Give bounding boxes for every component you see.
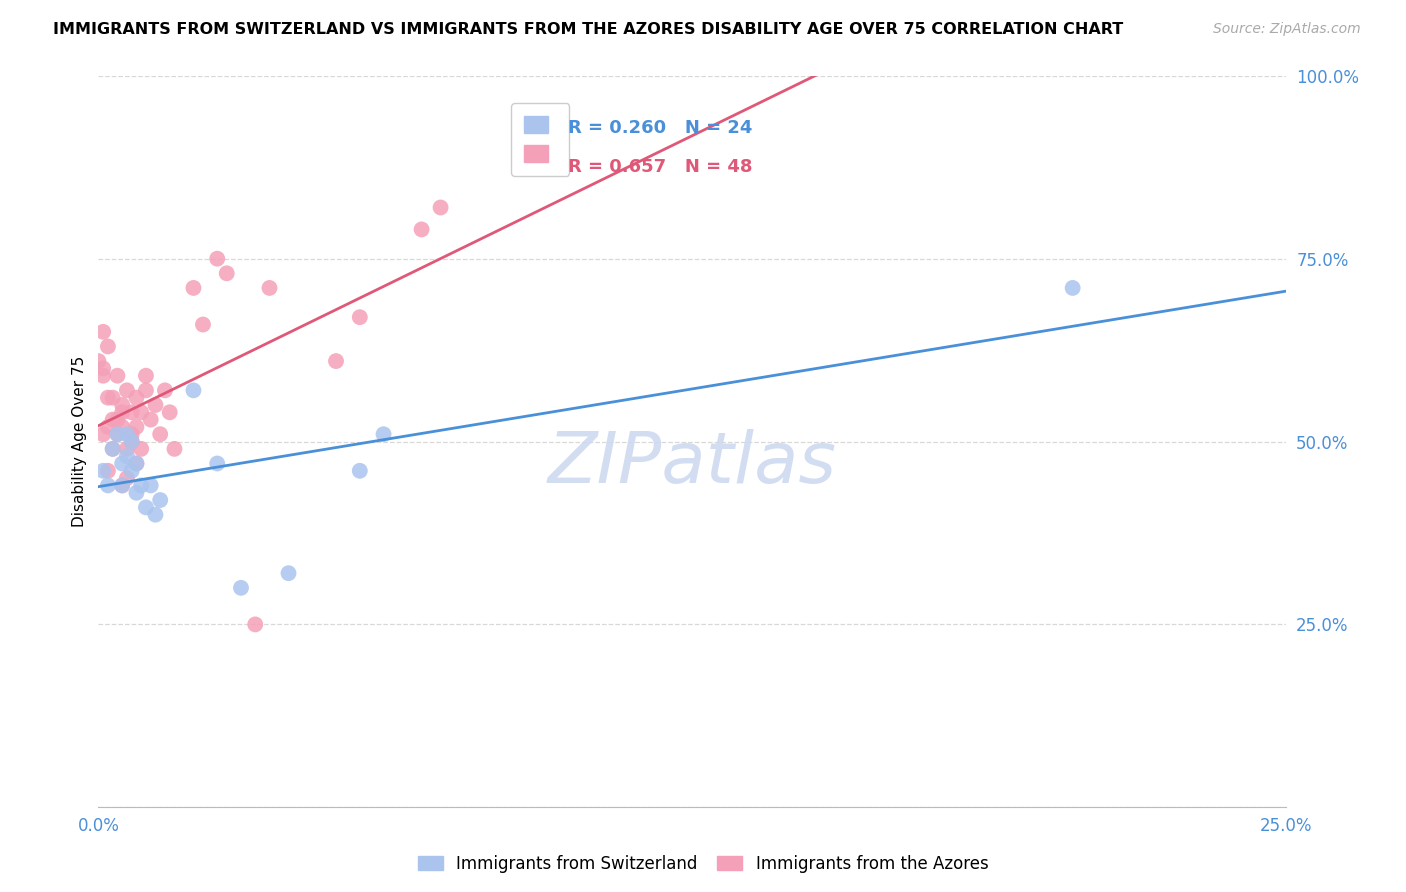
Point bbox=[125, 420, 148, 434]
Point bbox=[121, 464, 143, 478]
Point bbox=[183, 384, 205, 398]
Point bbox=[101, 412, 124, 426]
Point bbox=[111, 398, 134, 412]
Point bbox=[115, 449, 138, 463]
Point bbox=[135, 500, 157, 515]
Point bbox=[101, 442, 124, 456]
Point bbox=[215, 266, 238, 280]
Point bbox=[163, 442, 186, 456]
Point bbox=[125, 457, 148, 471]
Point bbox=[111, 457, 134, 471]
Point bbox=[229, 581, 252, 595]
Point bbox=[135, 368, 157, 383]
Point bbox=[111, 405, 134, 419]
Point bbox=[129, 442, 152, 456]
Point bbox=[97, 420, 120, 434]
Text: IMMIGRANTS FROM SWITZERLAND VS IMMIGRANTS FROM THE AZORES DISABILITY AGE OVER 75: IMMIGRANTS FROM SWITZERLAND VS IMMIGRANT… bbox=[53, 22, 1123, 37]
Point bbox=[429, 201, 451, 215]
Point bbox=[139, 412, 162, 426]
Point bbox=[97, 478, 120, 492]
Point bbox=[107, 368, 129, 383]
Point bbox=[97, 339, 120, 353]
Point bbox=[139, 478, 162, 492]
Point bbox=[149, 427, 172, 442]
Point bbox=[1062, 281, 1084, 295]
Point bbox=[91, 361, 114, 376]
Point bbox=[125, 485, 148, 500]
Point bbox=[159, 405, 181, 419]
Point bbox=[373, 427, 395, 442]
Point bbox=[97, 464, 120, 478]
Point bbox=[149, 493, 172, 508]
Point bbox=[87, 354, 110, 368]
Point bbox=[207, 252, 229, 266]
Point bbox=[191, 318, 214, 332]
Point bbox=[115, 384, 138, 398]
Point bbox=[135, 384, 157, 398]
Point bbox=[145, 508, 167, 522]
Point bbox=[245, 617, 267, 632]
Point bbox=[115, 471, 138, 485]
Point bbox=[125, 457, 148, 471]
Point bbox=[121, 427, 143, 442]
Point bbox=[325, 354, 347, 368]
Point bbox=[111, 420, 134, 434]
Point bbox=[125, 391, 148, 405]
Point bbox=[277, 566, 299, 581]
Legend: , : , bbox=[512, 103, 569, 176]
Text: ZIPatlas: ZIPatlas bbox=[548, 429, 837, 498]
Point bbox=[111, 478, 134, 492]
Point bbox=[153, 384, 176, 398]
Legend: Immigrants from Switzerland, Immigrants from the Azores: Immigrants from Switzerland, Immigrants … bbox=[411, 848, 995, 880]
Point bbox=[107, 427, 129, 442]
Point bbox=[111, 478, 134, 492]
Point bbox=[91, 464, 114, 478]
Point bbox=[115, 442, 138, 456]
Point bbox=[145, 398, 167, 412]
Text: R = 0.260   N = 24: R = 0.260 N = 24 bbox=[568, 120, 752, 137]
Point bbox=[349, 464, 371, 478]
Point bbox=[101, 442, 124, 456]
Point bbox=[107, 427, 129, 442]
Point bbox=[183, 281, 205, 295]
Point bbox=[121, 405, 143, 419]
Point bbox=[91, 427, 114, 442]
Text: Source: ZipAtlas.com: Source: ZipAtlas.com bbox=[1213, 22, 1361, 37]
Point bbox=[259, 281, 281, 295]
Text: R = 0.657   N = 48: R = 0.657 N = 48 bbox=[568, 158, 752, 176]
Point bbox=[121, 434, 143, 449]
Point bbox=[121, 434, 143, 449]
Point bbox=[91, 325, 114, 339]
Point bbox=[115, 427, 138, 442]
Point bbox=[101, 391, 124, 405]
Point bbox=[349, 310, 371, 325]
Point bbox=[129, 405, 152, 419]
Point bbox=[207, 457, 229, 471]
Point bbox=[411, 222, 433, 236]
Point bbox=[107, 412, 129, 426]
Point bbox=[97, 391, 120, 405]
Point bbox=[91, 368, 114, 383]
Point bbox=[129, 478, 152, 492]
Y-axis label: Disability Age Over 75: Disability Age Over 75 bbox=[72, 356, 87, 527]
